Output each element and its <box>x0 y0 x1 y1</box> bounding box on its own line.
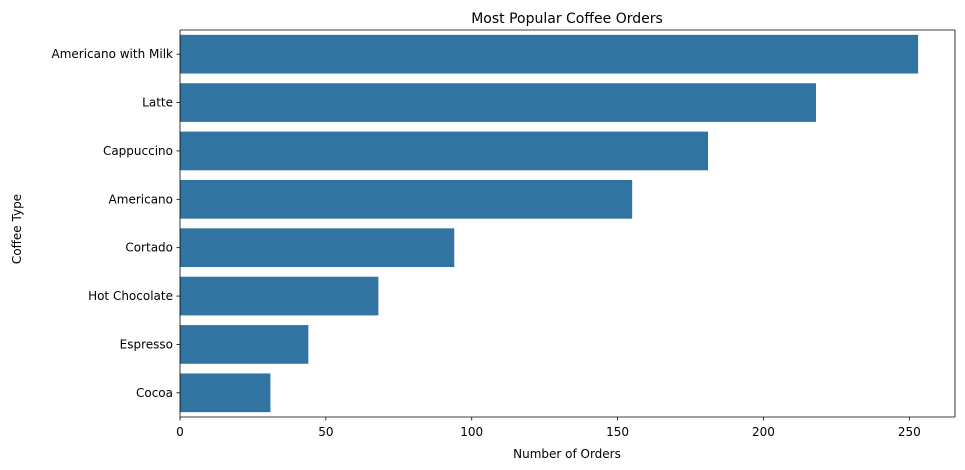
bar-americano-with-milk <box>180 34 919 74</box>
y-tick-label: Espresso <box>120 337 173 351</box>
y-tick-label: Latte <box>142 96 173 110</box>
bar-cappuccino <box>180 131 709 171</box>
bar-americano <box>180 179 633 219</box>
y-tick-label: Cortado <box>125 241 173 255</box>
x-tick-label: 250 <box>898 425 921 439</box>
y-axis-label: Coffee Type <box>10 194 24 264</box>
bar-cocoa <box>180 373 271 413</box>
x-tick-label: 50 <box>318 425 333 439</box>
y-tick-label: Hot Chocolate <box>88 289 173 303</box>
y-tick-label: Cocoa <box>136 386 173 400</box>
x-axis-ticks: 0 50 100 150 200 250 <box>176 417 921 439</box>
x-tick-label: 200 <box>752 425 775 439</box>
x-tick-label: 0 <box>176 425 184 439</box>
bar-cortado <box>180 228 455 268</box>
bar-latte <box>180 83 816 122</box>
x-tick-label: 100 <box>460 425 483 439</box>
x-tick-label: 150 <box>606 425 629 439</box>
bar-hot-chocolate <box>180 276 379 316</box>
chart-title: Most Popular Coffee Orders <box>471 11 663 27</box>
bar-espresso <box>180 325 309 364</box>
y-axis-ticks: Americano with Milk Latte Cappuccino Americ… <box>51 47 180 400</box>
x-axis-label: Number of Orders <box>513 447 621 461</box>
bars-group <box>180 34 919 413</box>
y-tick-label: Cappuccino <box>103 144 173 158</box>
y-tick-label: Americano <box>109 192 173 206</box>
y-tick-label: Americano with Milk <box>51 47 173 61</box>
